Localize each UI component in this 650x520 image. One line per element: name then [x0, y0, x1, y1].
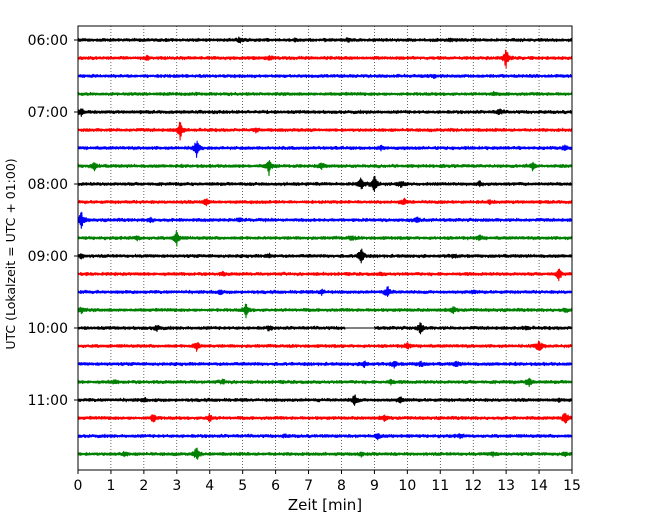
trace-1015 [77, 340, 573, 352]
y-tick-label: 07:00 [28, 105, 68, 121]
x-tick-label: 3 [172, 478, 181, 494]
x-tick-label: 2 [139, 478, 148, 494]
x-tick-label: 11 [431, 478, 449, 494]
trace-0715 [77, 121, 573, 141]
y-tick-label: 10:00 [28, 321, 68, 337]
x-tick-label: 10 [398, 478, 416, 494]
trace-0600 [77, 36, 573, 44]
vertical-grid [110, 26, 540, 470]
trace-0630 [77, 73, 573, 80]
trace-0815 [77, 197, 573, 207]
trace-0645 [77, 90, 573, 97]
trace-1145 [77, 447, 573, 460]
trace-0615 [77, 49, 573, 69]
x-tick-label: 6 [271, 478, 280, 494]
x-tick-label: 5 [238, 478, 247, 494]
x-tick-label: 4 [205, 478, 214, 494]
trace-0845 [77, 230, 573, 247]
trace-1100 [77, 394, 573, 406]
seismogram-traces [77, 36, 573, 460]
trace-0830 [77, 211, 573, 229]
x-tick-label: 8 [337, 478, 346, 494]
trace-0745 [77, 159, 573, 177]
y-tick-label: 08:00 [28, 177, 68, 193]
x-tick-label: 0 [74, 478, 83, 494]
x-tick-label: 7 [304, 478, 313, 494]
trace-0930 [77, 285, 573, 298]
x-axis-ticks: 0 1 2 3 4 5 6 7 8 9 10 11 12 13 14 15 [74, 470, 581, 494]
trace-1030 [77, 360, 573, 369]
trace-1115 [77, 412, 573, 424]
x-tick-label: 15 [563, 478, 581, 494]
x-tick-label: 14 [530, 478, 548, 494]
y-axis-ticks: 06:00 07:00 08:00 09:00 10:00 11:00 [28, 33, 78, 409]
y-tick-label: 11:00 [28, 393, 68, 409]
trace-0900 [77, 248, 573, 264]
trace-0945 [77, 303, 573, 319]
trace-0730 [77, 140, 573, 158]
trace-1045 [77, 377, 573, 388]
plot-frame [77, 25, 573, 471]
x-tick-label: 1 [106, 478, 115, 494]
trace-0700 [77, 108, 573, 118]
x-axis-label: Zeit [min] [288, 496, 362, 514]
trace-0915 [77, 268, 573, 282]
y-tick-label: 09:00 [28, 249, 68, 265]
y-axis-label: UTC (Lokalzeit = UTC + 01:00) [3, 158, 18, 349]
trace-1130 [77, 432, 573, 441]
y-tick-label: 06:00 [28, 33, 68, 49]
x-tick-label: 9 [370, 478, 379, 494]
trace-0800 [77, 175, 573, 192]
x-tick-label: 12 [464, 478, 482, 494]
x-tick-label: 13 [497, 478, 515, 494]
trace-1000 [77, 322, 573, 335]
